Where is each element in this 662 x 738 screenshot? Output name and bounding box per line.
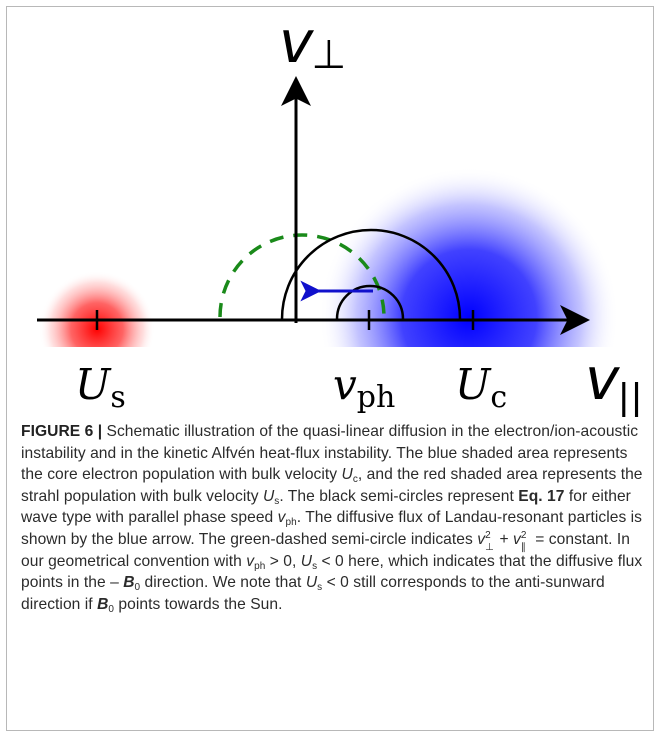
strahl-population-shade bbox=[39, 271, 155, 347]
equation-reference[interactable]: Eq. 17 bbox=[518, 487, 565, 505]
schematic-diagram: v⊥ v|| Us vph Uc bbox=[37, 8, 643, 417]
core-population-shade bbox=[319, 167, 619, 347]
figure-frame: v⊥ v|| Us vph Uc FIGURE 6 | Schematic il… bbox=[6, 6, 654, 731]
figure-label: FIGURE 6 | bbox=[21, 423, 103, 440]
large-black-semicircle bbox=[280, 228, 462, 320]
v-perp-label: v⊥ bbox=[279, 8, 346, 78]
Us-label: Us bbox=[75, 360, 126, 415]
figure-caption: FIGURE 6 | Schematic illustration of the… bbox=[21, 423, 643, 615]
small-black-semicircle bbox=[335, 284, 405, 320]
Uc-label: Uc bbox=[455, 360, 507, 415]
vph-label: vph bbox=[333, 360, 395, 415]
v-parallel-label: v|| bbox=[585, 345, 643, 417]
green-dashed-semicircle bbox=[218, 233, 386, 318]
